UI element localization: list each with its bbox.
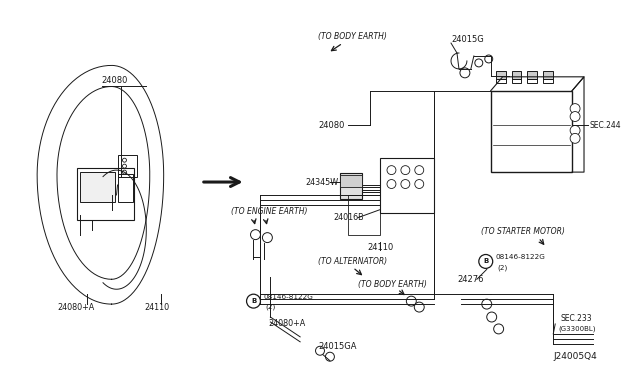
Text: J24005Q4: J24005Q4	[553, 352, 597, 361]
Bar	[527, 71, 538, 79]
Bar	[491, 91, 572, 172]
Circle shape	[570, 104, 580, 113]
Circle shape	[475, 59, 483, 67]
Circle shape	[460, 68, 470, 78]
Bar	[495, 71, 506, 79]
Circle shape	[570, 112, 580, 122]
Circle shape	[487, 312, 497, 322]
Circle shape	[479, 254, 493, 268]
Text: 24110: 24110	[145, 302, 170, 312]
Text: (TO STARTER MOTOR): (TO STARTER MOTOR)	[481, 227, 564, 236]
Circle shape	[484, 55, 493, 63]
Bar	[118, 174, 133, 202]
Text: 24080: 24080	[102, 76, 128, 85]
Text: B: B	[483, 259, 488, 264]
Text: 24080: 24080	[318, 121, 344, 130]
Bar	[543, 71, 553, 79]
Bar	[511, 79, 522, 83]
Text: (2): (2)	[498, 264, 508, 271]
Bar	[77, 168, 134, 220]
Circle shape	[415, 180, 424, 189]
Circle shape	[387, 180, 396, 189]
Bar	[511, 71, 522, 79]
Circle shape	[122, 158, 127, 162]
Text: 24080+A: 24080+A	[268, 320, 306, 328]
Text: 24015GA: 24015GA	[318, 342, 356, 351]
Circle shape	[122, 170, 127, 174]
Circle shape	[326, 352, 334, 361]
Bar	[340, 175, 362, 187]
Bar	[527, 79, 538, 83]
Text: 24276: 24276	[457, 275, 483, 284]
Text: 24345W: 24345W	[305, 177, 338, 186]
Text: (TO ALTERNATOR): (TO ALTERNATOR)	[318, 257, 387, 266]
Circle shape	[414, 302, 424, 312]
Bar	[348, 195, 380, 235]
Circle shape	[415, 166, 424, 174]
Bar	[543, 79, 553, 83]
Circle shape	[401, 166, 410, 174]
Text: SEC.244: SEC.244	[590, 121, 621, 130]
Circle shape	[387, 166, 396, 174]
Circle shape	[570, 125, 580, 135]
Text: 24080+A: 24080+A	[57, 302, 94, 312]
Text: 08146-8122G: 08146-8122G	[495, 254, 545, 260]
Text: (TO BODY EARTH): (TO BODY EARTH)	[358, 280, 427, 289]
Bar	[118, 155, 138, 177]
Bar	[380, 158, 434, 213]
Text: (G3300BL): (G3300BL)	[558, 326, 596, 332]
Circle shape	[262, 232, 273, 243]
Text: 24015G: 24015G	[451, 35, 484, 44]
Text: (2): (2)	[266, 304, 276, 310]
Circle shape	[250, 230, 260, 240]
Circle shape	[570, 134, 580, 143]
Circle shape	[493, 324, 504, 334]
Text: SEC.233: SEC.233	[560, 314, 592, 324]
Circle shape	[482, 299, 492, 309]
Circle shape	[401, 180, 410, 189]
Bar	[495, 79, 506, 83]
Text: (TO ENGINE EARTH): (TO ENGINE EARTH)	[230, 207, 307, 216]
Circle shape	[316, 346, 324, 355]
Bar	[340, 173, 362, 199]
Circle shape	[122, 164, 127, 168]
Text: B: B	[251, 298, 256, 304]
Circle shape	[246, 294, 260, 308]
Bar	[80, 172, 115, 202]
Text: (TO BODY EARTH): (TO BODY EARTH)	[318, 32, 387, 41]
Text: 08146-8122G: 08146-8122G	[264, 294, 314, 300]
Circle shape	[406, 296, 416, 306]
Text: 24016B: 24016B	[333, 213, 364, 222]
Text: 24110: 24110	[367, 243, 394, 252]
